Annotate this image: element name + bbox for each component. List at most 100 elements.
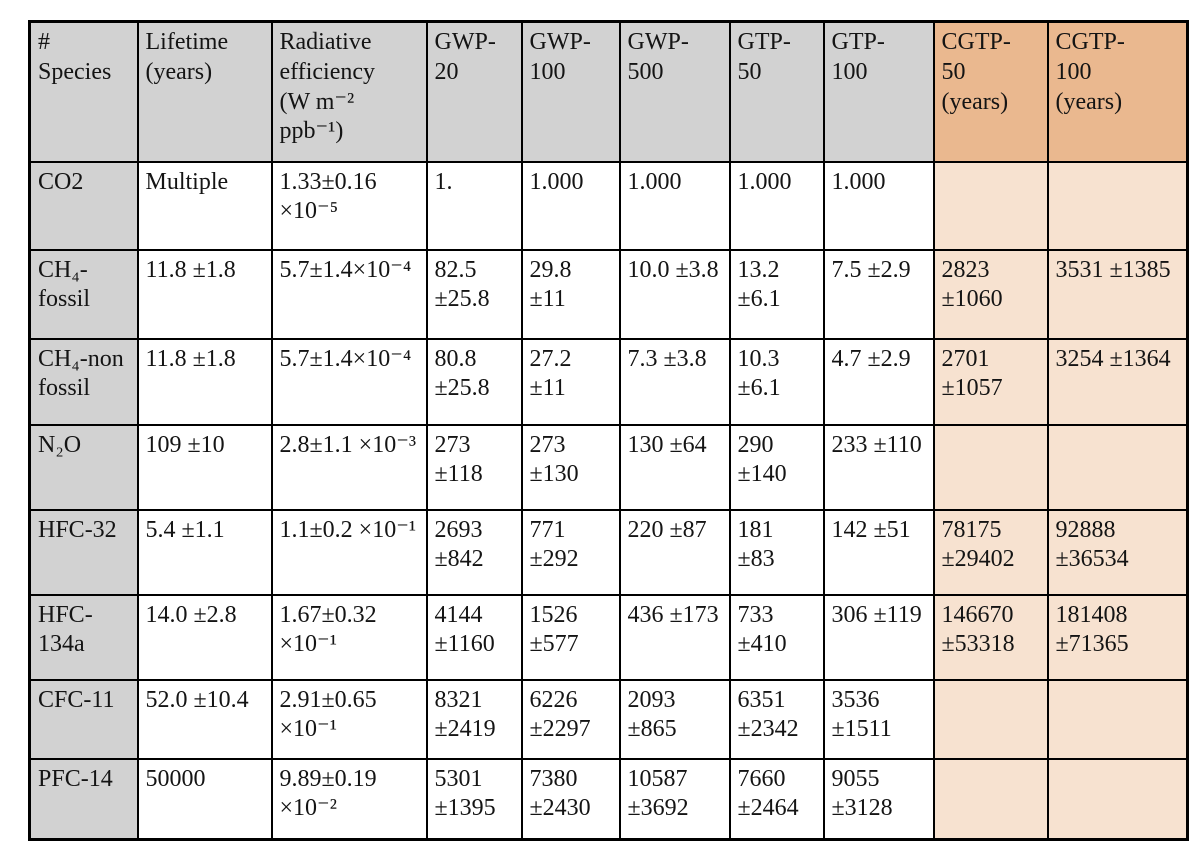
value-cell-cgtp-50 <box>932 757 1049 841</box>
column-header-gwp-500: GWP- 500 <box>618 20 731 163</box>
column-header-cgtp-50: CGTP- 50 (years) <box>932 20 1049 163</box>
value-cell-gwp-20: 1. <box>425 160 523 251</box>
value-cell-gwp-500: 130 ±64 <box>618 423 731 511</box>
value-cell-cgtp-100 <box>1046 678 1189 760</box>
species-cell: N₂O <box>28 423 139 511</box>
column-header-radiative-efficiency: Radiative efficiency (W m⁻² ppb⁻¹) <box>270 20 428 163</box>
value-cell-gtp-50: 733 ±410 <box>728 593 825 681</box>
species-cell: CH₄- fossil <box>28 248 139 340</box>
value-cell-gtp-50: 10.3 ±6.1 <box>728 337 825 426</box>
column-header-gwp-20: GWP- 20 <box>425 20 523 163</box>
value-cell-cgtp-100 <box>1046 423 1189 511</box>
value-cell-radiative-efficiency: 1.67±0.32 ×10⁻¹ <box>270 593 428 681</box>
value-cell-gtp-100: 9055 ±3128 <box>822 757 935 841</box>
value-cell-lifetime: 109 ±10 <box>136 423 273 511</box>
value-cell-gwp-20: 80.8 ±25.8 <box>425 337 523 426</box>
value-cell-cgtp-50 <box>932 678 1049 760</box>
column-header-gtp-100: GTP- 100 <box>822 20 935 163</box>
value-cell-cgtp-50: 2823 ±1060 <box>932 248 1049 340</box>
species-cell: HFC-32 <box>28 508 139 596</box>
value-cell-cgtp-50: 78175 ±29402 <box>932 508 1049 596</box>
value-cell-gwp-100: 1526 ±577 <box>520 593 621 681</box>
value-cell-gtp-50: 290 ±140 <box>728 423 825 511</box>
value-cell-gwp-500: 10587 ±3692 <box>618 757 731 841</box>
table-row-hfc-134a: HFC- 134a 14.0 ±2.8 1.67±0.32 ×10⁻¹ 4144 ±1… <box>28 593 1189 681</box>
value-cell-radiative-efficiency: 1.33±0.16 ×10⁻⁵ <box>270 160 428 251</box>
value-cell-gtp-100: 142 ±51 <box>822 508 935 596</box>
value-cell-cgtp-100: 92888 ±36534 <box>1046 508 1189 596</box>
table-row-ch4-fossil: CH₄- fossil 11.8 ±1.8 5.7±1.4×10⁻⁴ 82.5 ±25… <box>28 248 1189 340</box>
value-cell-cgtp-50 <box>932 423 1049 511</box>
value-cell-gwp-20: 82.5 ±25.8 <box>425 248 523 340</box>
value-cell-radiative-efficiency: 2.8±1.1 ×10⁻³ <box>270 423 428 511</box>
species-cell: HFC- 134a <box>28 593 139 681</box>
ghg-metrics-table: # Species Lifetime (years) Radiative effic… <box>28 20 1189 841</box>
table-row-pfc-14: PFC-14 50000 9.89±0.19 ×10⁻² 5301 ±1395 7380… <box>28 757 1189 841</box>
value-cell-gtp-100: 4.7 ±2.9 <box>822 337 935 426</box>
value-cell-gtp-100: 1.000 <box>822 160 935 251</box>
value-cell-gwp-500: 1.000 <box>618 160 731 251</box>
value-cell-lifetime: 50000 <box>136 757 273 841</box>
value-cell-gwp-100: 771 ±292 <box>520 508 621 596</box>
value-cell-lifetime: 14.0 ±2.8 <box>136 593 273 681</box>
value-cell-lifetime: 11.8 ±1.8 <box>136 248 273 340</box>
value-cell-gtp-100: 7.5 ±2.9 <box>822 248 935 340</box>
value-cell-gwp-100: 273 ±130 <box>520 423 621 511</box>
value-cell-gtp-100: 306 ±119 <box>822 593 935 681</box>
value-cell-gtp-50: 1.000 <box>728 160 825 251</box>
value-cell-gwp-500: 2093 ±865 <box>618 678 731 760</box>
value-cell-cgtp-50: 2701 ±1057 <box>932 337 1049 426</box>
value-cell-cgtp-100 <box>1046 160 1189 251</box>
column-header-species: # Species <box>28 20 139 163</box>
table-row-ch4-non-fossil: CH₄-non fossil 11.8 ±1.8 5.7±1.4×10⁻⁴ 80.8 … <box>28 337 1189 426</box>
value-cell-cgtp-100 <box>1046 757 1189 841</box>
species-cell: CFC-11 <box>28 678 139 760</box>
value-cell-radiative-efficiency: 9.89±0.19 ×10⁻² <box>270 757 428 841</box>
column-header-gwp-100: GWP- 100 <box>520 20 621 163</box>
value-cell-gtp-100: 233 ±110 <box>822 423 935 511</box>
value-cell-cgtp-100: 3531 ±1385 <box>1046 248 1189 340</box>
value-cell-gwp-500: 220 ±87 <box>618 508 731 596</box>
species-cell: PFC-14 <box>28 757 139 841</box>
value-cell-lifetime: 11.8 ±1.8 <box>136 337 273 426</box>
value-cell-cgtp-50: 146670 ±53318 <box>932 593 1049 681</box>
value-cell-gwp-500: 436 ±173 <box>618 593 731 681</box>
value-cell-cgtp-100: 181408 ±71365 <box>1046 593 1189 681</box>
species-cell: CO2 <box>28 160 139 251</box>
table-row-hfc-32: HFC-32 5.4 ±1.1 1.1±0.2 ×10⁻¹ 2693 ±842 771 … <box>28 508 1189 596</box>
species-cell: CH₄-non fossil <box>28 337 139 426</box>
value-cell-lifetime: Multiple <box>136 160 273 251</box>
value-cell-radiative-efficiency: 2.91±0.65 ×10⁻¹ <box>270 678 428 760</box>
table-row-co2: CO2 Multiple 1.33±0.16 ×10⁻⁵ 1. 1.000 1.000 1.… <box>28 160 1189 251</box>
value-cell-gtp-100: 3536 ±1511 <box>822 678 935 760</box>
value-cell-gwp-20: 2693 ±842 <box>425 508 523 596</box>
value-cell-lifetime: 52.0 ±10.4 <box>136 678 273 760</box>
value-cell-gtp-50: 6351 ±2342 <box>728 678 825 760</box>
value-cell-radiative-efficiency: 5.7±1.4×10⁻⁴ <box>270 248 428 340</box>
value-cell-gtp-50: 181 ±83 <box>728 508 825 596</box>
value-cell-gwp-100: 1.000 <box>520 160 621 251</box>
value-cell-gwp-20: 8321 ±2419 <box>425 678 523 760</box>
table-row-n2o: N₂O 109 ±10 2.8±1.1 ×10⁻³ 273 ±118 273 ±130 1… <box>28 423 1189 511</box>
value-cell-gwp-500: 10.0 ±3.8 <box>618 248 731 340</box>
value-cell-gtp-50: 7660 ±2464 <box>728 757 825 841</box>
value-cell-gwp-100: 29.8 ±11 <box>520 248 621 340</box>
value-cell-lifetime: 5.4 ±1.1 <box>136 508 273 596</box>
column-header-gtp-50: GTP- 50 <box>728 20 825 163</box>
value-cell-gwp-20: 273 ±118 <box>425 423 523 511</box>
value-cell-gwp-500: 7.3 ±3.8 <box>618 337 731 426</box>
table-header-row: # Species Lifetime (years) Radiative effic… <box>28 20 1189 163</box>
value-cell-gwp-20: 5301 ±1395 <box>425 757 523 841</box>
value-cell-gwp-100: 7380 ±2430 <box>520 757 621 841</box>
value-cell-radiative-efficiency: 1.1±0.2 ×10⁻¹ <box>270 508 428 596</box>
value-cell-gwp-20: 4144 ±1160 <box>425 593 523 681</box>
value-cell-cgtp-50 <box>932 160 1049 251</box>
column-header-cgtp-100: CGTP- 100 (years) <box>1046 20 1189 163</box>
value-cell-gwp-100: 6226 ±2297 <box>520 678 621 760</box>
table-row-cfc-11: CFC-11 52.0 ±10.4 2.91±0.65 ×10⁻¹ 8321 ±241… <box>28 678 1189 760</box>
value-cell-radiative-efficiency: 5.7±1.4×10⁻⁴ <box>270 337 428 426</box>
value-cell-gtp-50: 13.2 ±6.1 <box>728 248 825 340</box>
value-cell-cgtp-100: 3254 ±1364 <box>1046 337 1189 426</box>
column-header-lifetime: Lifetime (years) <box>136 20 273 163</box>
